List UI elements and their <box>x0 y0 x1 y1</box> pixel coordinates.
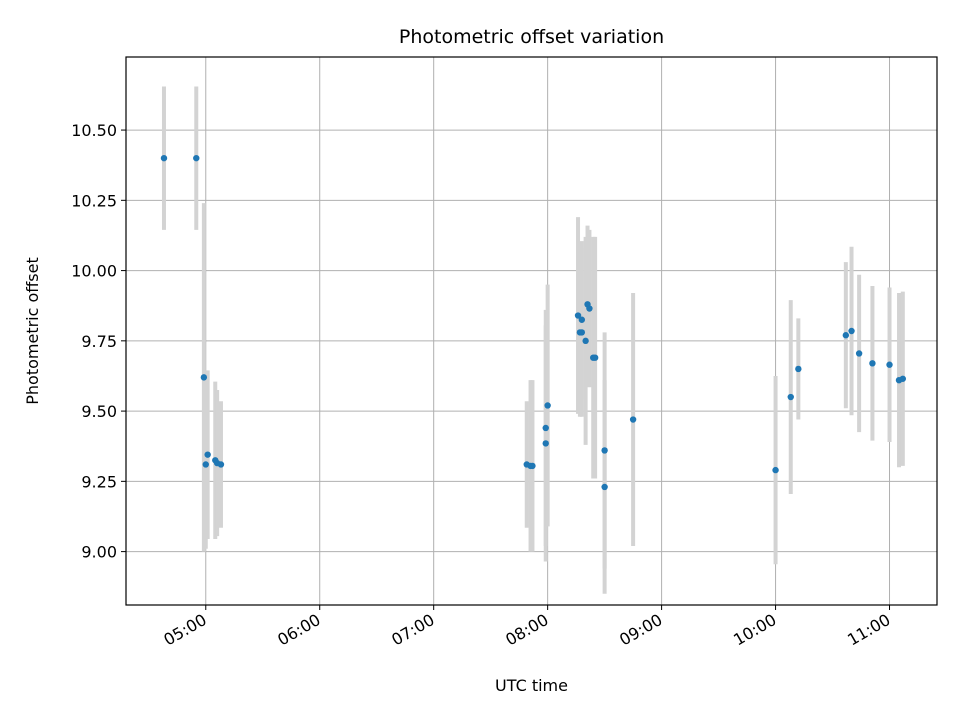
data-point <box>193 154 200 162</box>
data-point <box>202 461 209 468</box>
y-tick-label: 9.50 <box>81 402 117 421</box>
data-point <box>899 375 907 382</box>
data-point <box>629 416 637 423</box>
data-point <box>200 374 208 381</box>
grid <box>126 57 937 605</box>
chart-title: Photometric offset variation <box>399 26 664 48</box>
data-point <box>591 354 599 361</box>
data-point <box>160 154 168 162</box>
y-tick-label: 9.00 <box>81 543 117 562</box>
plot-frame <box>125 56 938 606</box>
data-point <box>217 461 225 468</box>
y-tick-label: 9.25 <box>81 472 117 491</box>
data-point <box>574 312 582 319</box>
data-point <box>529 462 536 470</box>
y-tick-label: 9.75 <box>81 332 117 351</box>
y-axis-label: Photometric offset <box>23 257 42 405</box>
y-tick-label: 10.50 <box>71 121 117 140</box>
data-point <box>586 305 593 312</box>
data-point <box>578 316 586 323</box>
data-points <box>160 154 907 491</box>
data-point <box>855 350 863 357</box>
x-axis-label: UTC time <box>495 676 568 695</box>
data-point <box>204 451 211 458</box>
data-point <box>542 424 549 432</box>
data-point <box>795 365 802 373</box>
data-point <box>601 483 608 491</box>
data-point <box>582 337 589 345</box>
data-point <box>848 327 855 335</box>
y-tick-label: 10.25 <box>71 191 117 210</box>
data-point <box>787 393 794 401</box>
data-point <box>772 466 779 474</box>
data-point <box>886 361 893 368</box>
data-point <box>869 360 876 367</box>
data-point <box>578 329 586 336</box>
data-point <box>601 447 608 454</box>
data-point <box>544 402 551 409</box>
y-tick-label: 10.00 <box>71 262 117 281</box>
data-point <box>842 332 850 339</box>
data-point <box>542 440 549 447</box>
y-axis-ticks: 9.00 9.25 9.50 9.75 10.00 10.25 10.50 <box>71 121 126 562</box>
